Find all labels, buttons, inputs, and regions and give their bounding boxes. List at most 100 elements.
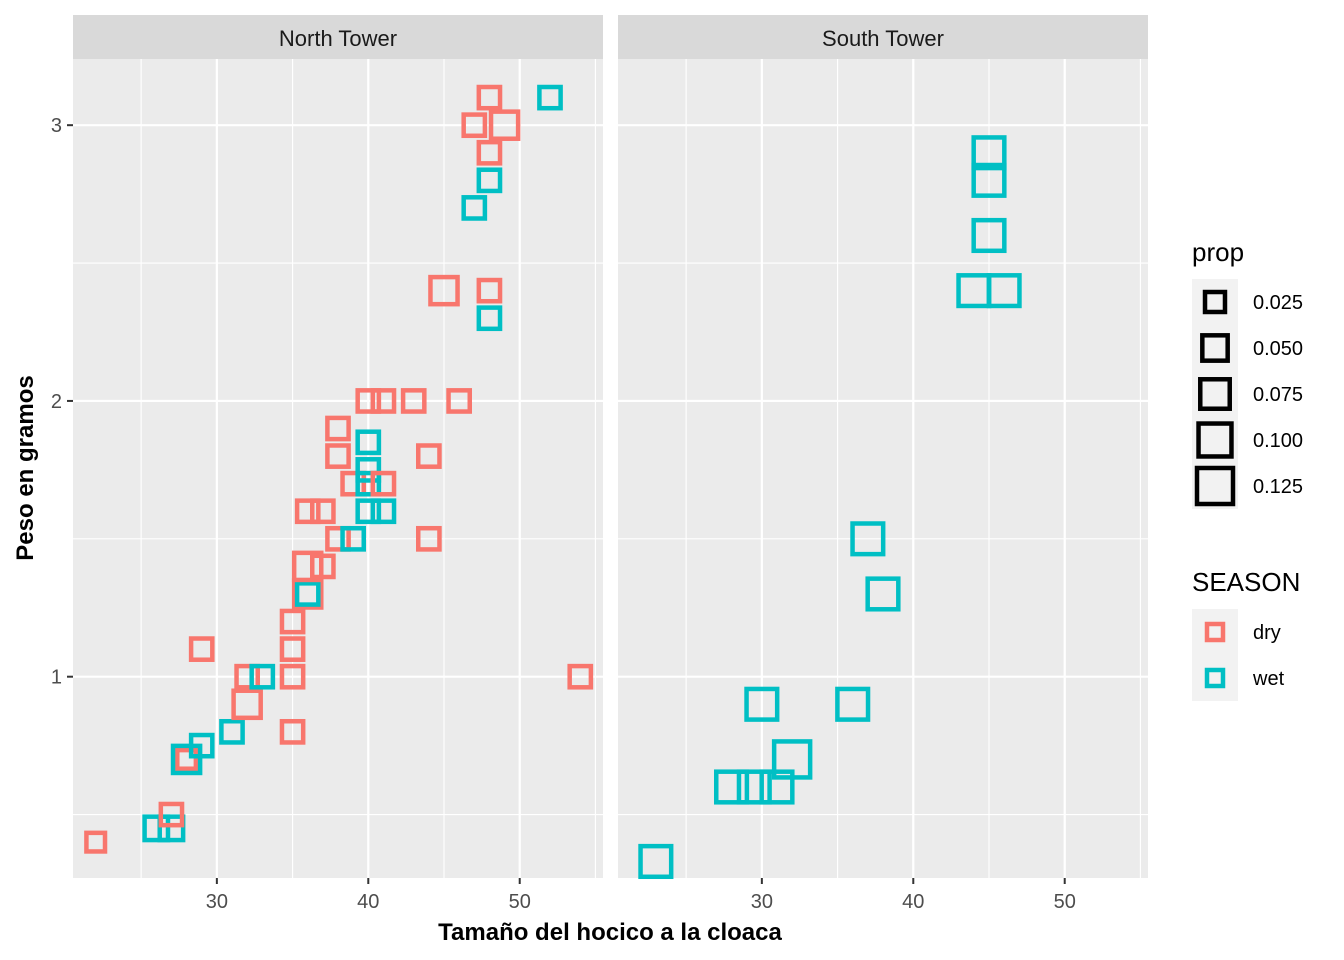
size-legend-key	[1200, 333, 1230, 363]
data-point-wet	[971, 162, 1007, 198]
size-legend-key	[1202, 289, 1228, 315]
data-point-wet	[142, 814, 171, 843]
data-point-wet	[355, 457, 382, 483]
data-point-dry	[294, 498, 321, 525]
data-point-wet	[835, 686, 871, 722]
color-legend-key-wet	[1204, 667, 1226, 689]
size-legend-key	[1196, 421, 1234, 459]
size-legend-title: prop	[1192, 237, 1244, 267]
data-point-wet	[771, 739, 813, 780]
data-point-wet	[714, 769, 750, 805]
data-point-dry	[158, 801, 185, 828]
data-point-wet	[638, 843, 674, 880]
y-tick-label: 2	[51, 391, 62, 413]
size-legend: prop 0.025 0.050 0.075 0.100 0.125	[1192, 237, 1303, 509]
data-point-dry	[416, 443, 442, 469]
data-point-dry	[325, 525, 351, 552]
x-axis-title: Tamaño del hocico a la cloaca	[438, 919, 782, 946]
data-point-wet	[355, 498, 382, 525]
facet-strip	[73, 15, 603, 59]
facet-panel-south: South Tower 30 40 50	[618, 15, 1148, 913]
data-point-dry	[175, 747, 199, 771]
color-legend-label: wet	[1252, 668, 1285, 690]
data-point-wet	[736, 769, 772, 805]
data-point-wet	[476, 305, 503, 332]
facet-panel-north: North Tower 30 40 50 1 2 3	[51, 15, 603, 913]
data-point-dry	[567, 663, 594, 690]
data-point-dry	[279, 718, 306, 745]
data-point-wet	[157, 814, 186, 843]
facet-strip	[618, 15, 1148, 59]
x-tick-label: 30	[751, 891, 773, 913]
color-legend: SEASON dry wet	[1192, 567, 1300, 701]
x-tick-label: 30	[206, 891, 228, 913]
data-point-dry	[446, 388, 472, 414]
data-point-dry	[279, 663, 306, 690]
data-point-dry	[416, 525, 442, 552]
size-legend-label: 0.125	[1253, 476, 1303, 498]
size-legend-label: 0.100	[1253, 430, 1303, 452]
y-tick-label: 3	[51, 115, 62, 137]
data-point-dry	[476, 139, 503, 166]
data-point-dry	[340, 470, 366, 497]
panel-background	[618, 59, 1148, 878]
data-point-dry	[355, 388, 382, 414]
data-point-dry	[325, 415, 351, 442]
data-point-dry	[279, 608, 306, 635]
data-point-wet	[865, 576, 901, 612]
data-point-dry	[325, 443, 351, 469]
facet-strip-label: North Tower	[279, 26, 397, 51]
data-point-dry	[84, 830, 108, 854]
y-axis-title: Peso en gramos	[12, 375, 39, 560]
data-point-wet	[219, 718, 245, 745]
x-tick-label: 50	[509, 891, 531, 913]
color-legend-key-dry	[1204, 621, 1226, 643]
data-point-dry	[231, 688, 263, 721]
data-point-dry	[461, 112, 488, 139]
data-point-wet	[744, 686, 780, 722]
x-tick-label: 40	[357, 891, 379, 913]
data-point-wet	[759, 769, 795, 805]
data-point-dry	[370, 470, 397, 497]
data-point-dry	[428, 274, 460, 307]
size-legend-key	[1194, 465, 1236, 507]
data-point-dry	[476, 84, 503, 111]
y-tick-label: 1	[51, 667, 62, 689]
x-tick-label: 40	[902, 891, 924, 913]
points-group	[84, 84, 594, 854]
data-point-dry	[291, 550, 324, 583]
color-legend-label: dry	[1253, 622, 1281, 644]
size-legend-label: 0.050	[1253, 338, 1303, 360]
data-point-wet	[461, 195, 488, 221]
data-point-wet	[370, 498, 397, 525]
size-legend-label: 0.025	[1253, 292, 1303, 314]
data-point-dry	[234, 663, 260, 690]
data-point-wet	[850, 521, 886, 557]
color-legend-title: SEASON	[1192, 567, 1300, 597]
data-point-dry	[476, 277, 503, 304]
data-point-wet	[971, 135, 1007, 171]
data-point-dry	[310, 498, 336, 525]
data-point-wet	[986, 273, 1022, 309]
points-group	[638, 135, 1022, 880]
data-point-dry	[488, 109, 521, 141]
data-point-wet	[355, 429, 382, 456]
data-point-wet	[249, 663, 276, 690]
data-point-dry	[400, 388, 427, 414]
data-point-wet	[355, 470, 382, 497]
size-legend-key	[1198, 377, 1232, 411]
x-tick-label: 50	[1054, 891, 1076, 913]
data-point-dry	[188, 636, 215, 662]
data-point-wet	[476, 167, 503, 194]
data-point-wet	[170, 743, 203, 776]
data-point-wet	[537, 84, 563, 111]
data-point-dry	[279, 636, 306, 662]
data-point-dry	[310, 553, 336, 580]
data-point-wet	[971, 217, 1007, 254]
data-point-wet	[294, 581, 321, 607]
size-legend-label: 0.075	[1253, 384, 1303, 406]
data-point-wet	[340, 525, 366, 552]
data-point-dry	[370, 388, 397, 414]
facet-strip-label: South Tower	[822, 26, 944, 51]
